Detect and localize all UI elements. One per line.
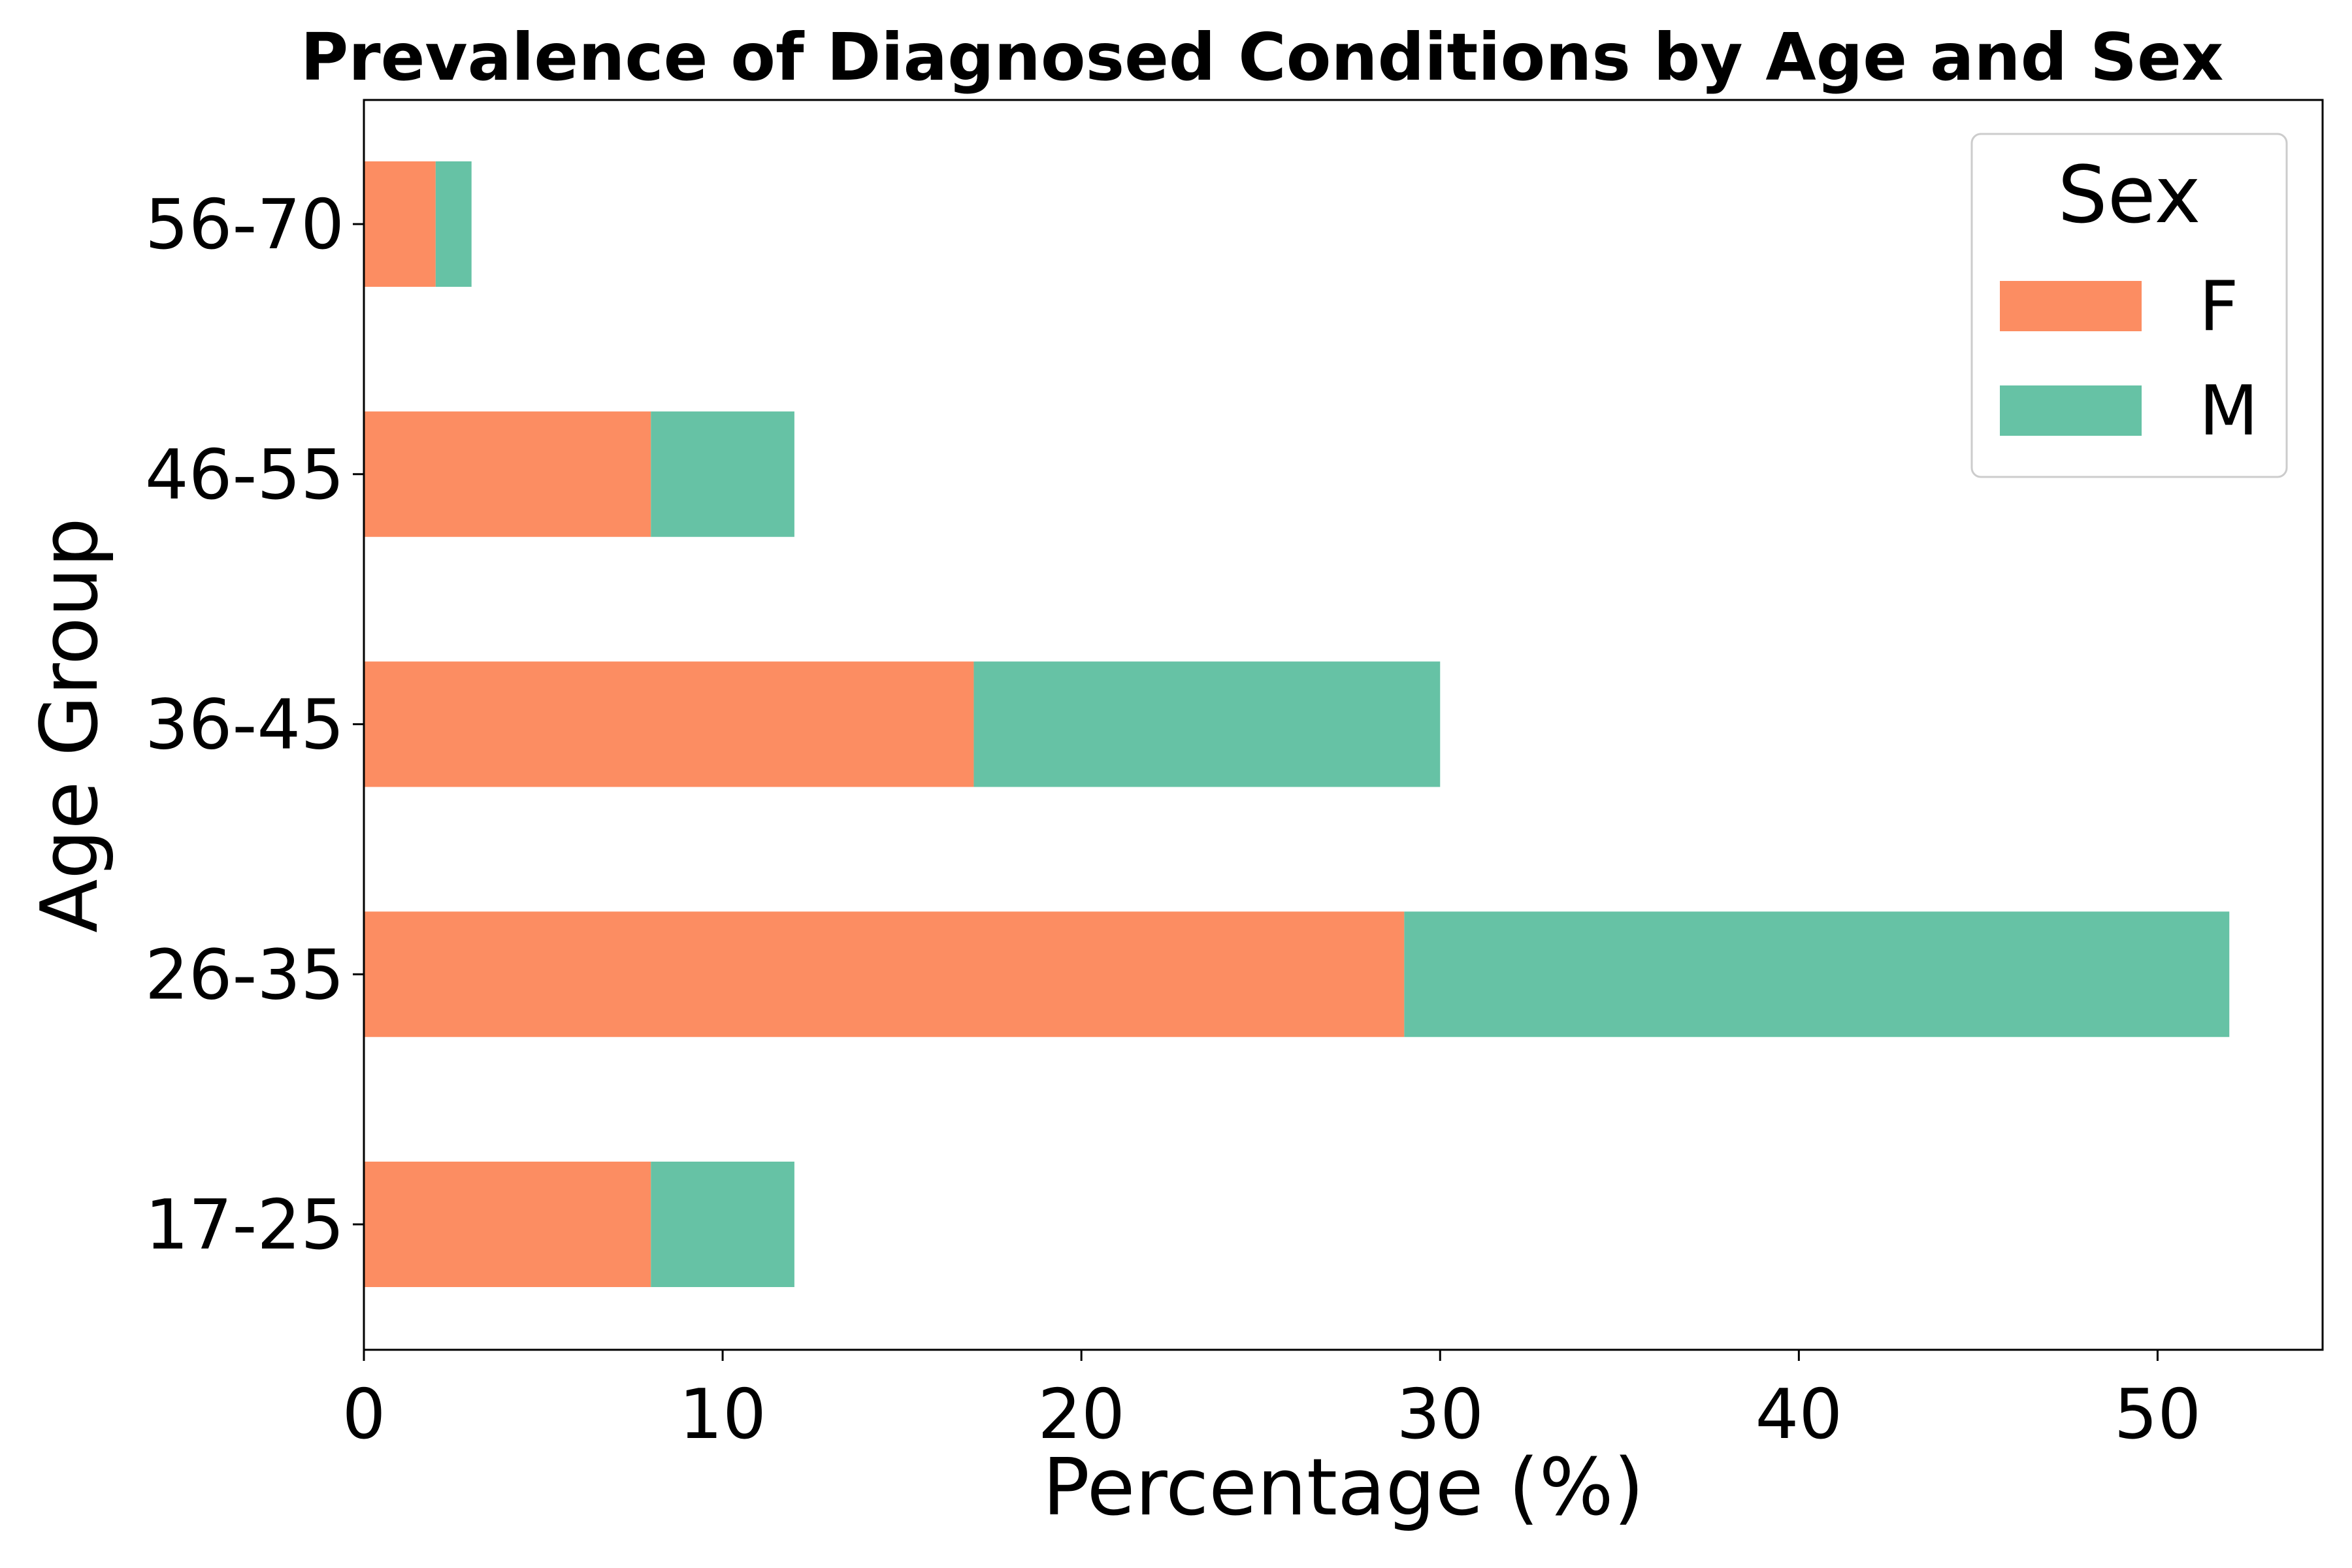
y-tick-label-36-45: 36-45 — [145, 685, 344, 765]
legend-swatch-m — [2000, 385, 2142, 436]
y-tick-label-17-25: 17-25 — [145, 1185, 344, 1265]
x-tick-label-0: 0 — [342, 1375, 386, 1454]
y-tick-label-26-35: 26-35 — [145, 935, 344, 1015]
y-axis-label: Age Group — [25, 517, 116, 933]
legend-title: Sex — [2058, 150, 2201, 241]
bar-m-56-70 — [435, 161, 472, 287]
x-axis-ticks: 0 10 20 30 40 50 — [342, 1350, 2202, 1454]
x-tick-label-50: 50 — [2114, 1375, 2202, 1454]
bar-f-36-45 — [364, 661, 974, 787]
x-tick-label-10: 10 — [679, 1375, 766, 1454]
x-tick-label-30: 30 — [1396, 1375, 1484, 1454]
bar-m-36-45 — [973, 661, 1441, 787]
legend-swatch-f — [2000, 281, 2142, 331]
x-tick-label-20: 20 — [1037, 1375, 1125, 1454]
bar-f-56-70 — [364, 161, 436, 287]
bar-m-17-25 — [651, 1162, 794, 1287]
legend-label-m: M — [2199, 371, 2259, 451]
legend: Sex F M — [1970, 133, 2288, 478]
chart-title: Prevalence of Diagnosed Conditions by Ag… — [301, 19, 2223, 95]
bar-f-17-25 — [364, 1162, 651, 1287]
x-tick-label-40: 40 — [1756, 1375, 1843, 1454]
legend-label-f: F — [2199, 267, 2238, 346]
bar-m-26-35 — [1404, 911, 2230, 1037]
bar-f-26-35 — [364, 911, 1405, 1037]
y-tick-label-56-70: 56-70 — [145, 185, 344, 265]
bar-m-46-55 — [651, 411, 794, 537]
bar-f-46-55 — [364, 411, 651, 537]
y-axis-ticks: 17-25 26-35 36-45 46-55 56-70 — [145, 185, 364, 1265]
bars-layer — [364, 161, 2230, 1287]
y-tick-label-46-55: 46-55 — [145, 435, 344, 515]
x-axis-label: Percentage (%) — [1043, 1443, 1644, 1533]
